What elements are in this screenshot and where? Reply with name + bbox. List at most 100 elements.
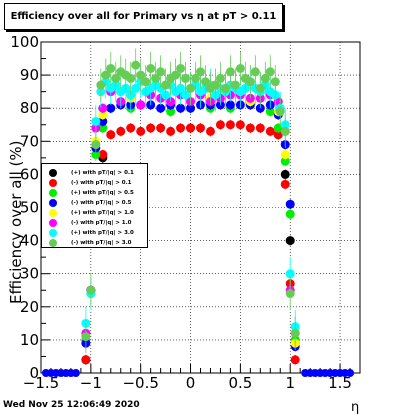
- legend-entry: (-) with pT/|q| > 0.5: [42, 198, 147, 208]
- legend-label: (-) with pT/|q| > 0.5: [71, 200, 132, 206]
- data-point: [205, 126, 215, 136]
- data-point-zero: [346, 369, 355, 377]
- data-point: [250, 67, 260, 77]
- data-point: [290, 328, 300, 338]
- legend-entry: (+) with pT/|q| > 0.5: [42, 188, 147, 198]
- x-tick-label: −0.5: [122, 374, 158, 392]
- y-tick-label: 80: [20, 99, 39, 117]
- data-point: [285, 209, 295, 219]
- data-point: [290, 355, 300, 365]
- title-box: Efficiency over all for Primary vs η at …: [4, 3, 283, 30]
- x-tick-label: 0: [186, 374, 196, 392]
- data-point: [245, 77, 255, 87]
- data-point: [136, 100, 146, 110]
- data-point: [176, 103, 186, 113]
- data-point: [106, 103, 116, 113]
- legend-marker-icon: [49, 209, 57, 217]
- data-point: [126, 73, 136, 83]
- data-point: [186, 103, 196, 113]
- data-point: [196, 123, 205, 133]
- legend-entry: (-) with pT/|q| > 1.0: [42, 218, 147, 228]
- data-point: [166, 107, 176, 117]
- data-point: [270, 77, 280, 87]
- data-point: [245, 123, 255, 133]
- legend-entry: (+) with pT/|q| > 1.0: [42, 208, 147, 218]
- data-point: [146, 63, 156, 73]
- legend-label: (+) with pT/|q| > 1.0: [71, 210, 134, 216]
- data-point: [91, 140, 101, 150]
- y-tick-label: 70: [20, 132, 39, 150]
- y-tick-label: 90: [20, 66, 39, 84]
- data-point: [255, 123, 265, 133]
- data-point: [141, 77, 151, 87]
- data-point: [186, 123, 196, 133]
- x-tick-label: 0.5: [228, 374, 252, 392]
- data-point: [96, 80, 106, 90]
- legend-entry: (-) with pT/|q| > 3.0: [42, 238, 147, 248]
- data-point: [131, 83, 141, 93]
- data-point: [98, 150, 108, 160]
- data-point: [285, 236, 295, 246]
- data-point: [156, 103, 166, 113]
- data-point: [131, 60, 141, 70]
- data-point: [98, 110, 108, 120]
- data-point: [215, 73, 225, 83]
- data-point: [280, 150, 290, 160]
- y-tick-label: 30: [20, 265, 39, 283]
- legend-marker-icon: [49, 219, 57, 227]
- data-point: [235, 120, 245, 130]
- timestamp-footer: Wed Nov 25 12:06:49 2020: [3, 400, 140, 410]
- legend-entry: (-) with pT/|q| > 0.1: [42, 178, 147, 188]
- data-point: [176, 83, 186, 93]
- data-point: [116, 126, 126, 136]
- data-point: [280, 169, 290, 179]
- data-point: [181, 73, 191, 83]
- data-point: [280, 156, 290, 166]
- x-tick-label: −1: [80, 374, 102, 392]
- data-point: [86, 285, 96, 295]
- legend-label: (+) with pT/|q| > 0.1: [71, 170, 134, 176]
- data-point: [265, 67, 275, 77]
- legend-label: (-) with pT/|q| > 0.1: [71, 180, 132, 186]
- data-points: [41, 48, 355, 377]
- data-point: [91, 116, 101, 126]
- y-tick-label: 40: [20, 232, 39, 250]
- data-point: [265, 107, 275, 117]
- data-point: [151, 73, 161, 83]
- data-point: [285, 269, 295, 279]
- data-point: [161, 80, 171, 90]
- data-point: [101, 70, 111, 80]
- data-point: [235, 63, 245, 73]
- legend-marker-icon: [49, 189, 57, 197]
- data-point: [126, 123, 136, 133]
- y-tick-label: 50: [20, 199, 39, 217]
- data-point: [171, 70, 181, 80]
- x-axis-label: η: [351, 400, 359, 414]
- legend-entry: (+) with pT/|q| > 3.0: [42, 228, 147, 238]
- data-point: [280, 179, 290, 189]
- data-point: [136, 70, 146, 80]
- y-tick-label: 0: [29, 364, 39, 382]
- legend-label: (+) with pT/|q| > 3.0: [71, 230, 134, 236]
- y-tick-label: 10: [20, 331, 39, 349]
- x-tick-label: −1.5: [23, 374, 59, 392]
- y-tick-label: 100: [10, 33, 39, 51]
- data-point: [285, 199, 295, 209]
- data-point-zero: [71, 369, 80, 377]
- data-point: [98, 116, 108, 126]
- data-point: [225, 100, 235, 110]
- data-point: [191, 73, 201, 83]
- x-tick-label: 1.5: [328, 374, 352, 392]
- data-point: [280, 126, 290, 136]
- legend-marker-icon: [49, 179, 57, 187]
- x-tick-label: 1: [285, 374, 295, 392]
- axis-ticks: 0 10 20 30 40 50 60 70 80 90 100 −1.5 −1 −0.5 0 0.5 1 1.5: [10, 33, 352, 392]
- data-point: [146, 123, 156, 133]
- data-point: [186, 83, 196, 93]
- data-point: [220, 83, 230, 93]
- data-point: [176, 63, 186, 73]
- data-point: [136, 126, 146, 136]
- data-point: [275, 107, 285, 117]
- data-point: [81, 355, 91, 365]
- data-point: [156, 67, 166, 77]
